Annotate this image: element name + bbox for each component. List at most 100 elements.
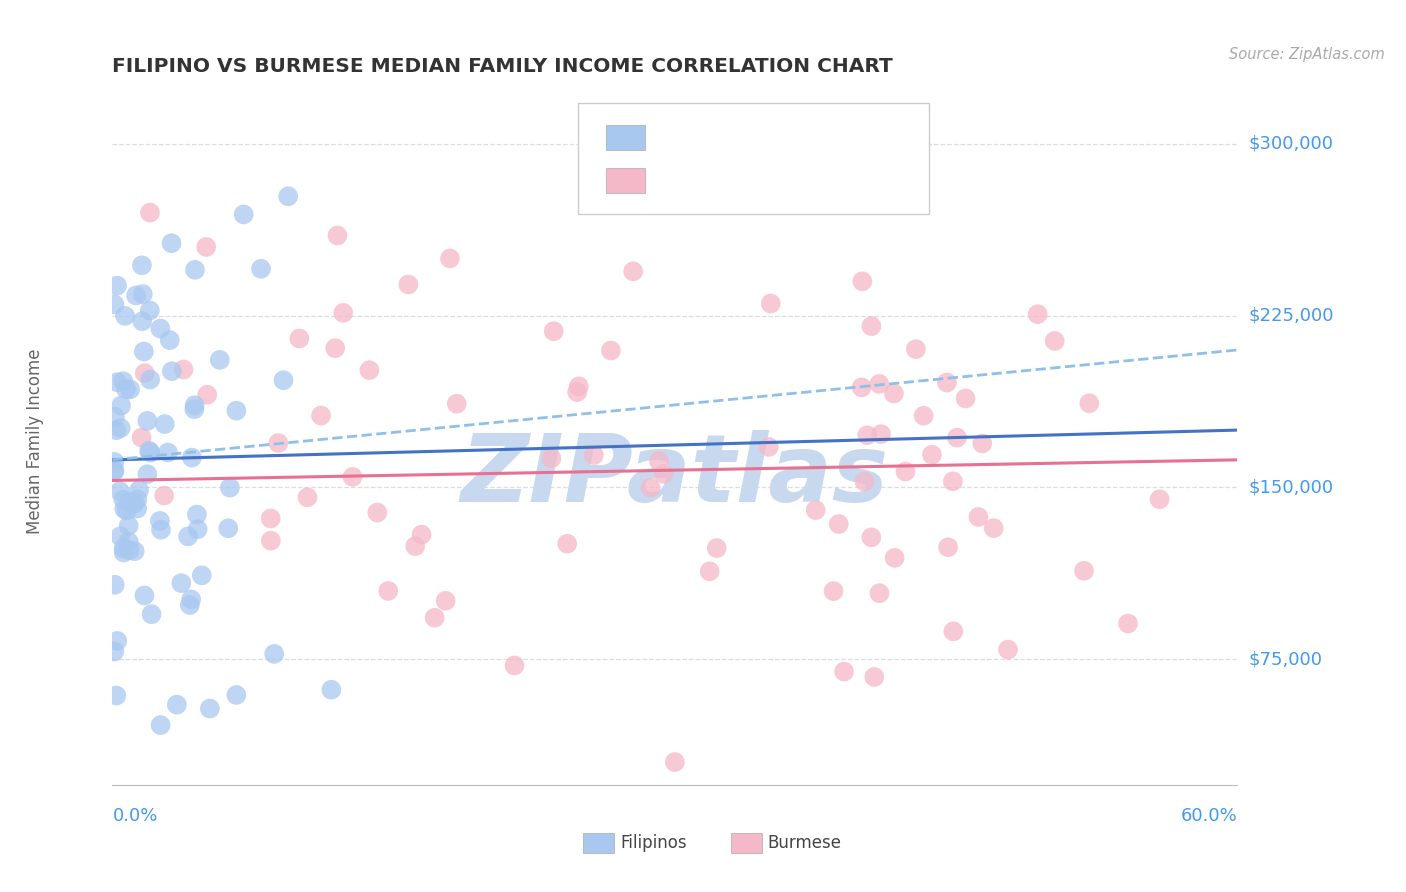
Point	[759, 296, 782, 310]
Point	[621, 264, 644, 278]
Point	[179, 598, 201, 612]
Point	[105, 633, 128, 648]
Point	[195, 240, 218, 254]
Point	[112, 545, 135, 559]
Point	[183, 402, 205, 417]
Point	[153, 417, 176, 431]
Text: Filipinos: Filipinos	[620, 834, 686, 852]
Point	[260, 511, 283, 525]
Point	[640, 481, 662, 495]
Point	[160, 364, 183, 378]
Point	[1043, 334, 1066, 348]
Point	[664, 755, 686, 769]
Point	[260, 533, 283, 548]
Point	[156, 445, 179, 459]
Point	[309, 409, 332, 423]
Point	[110, 399, 132, 413]
Point	[115, 382, 138, 396]
Point	[124, 496, 146, 510]
Point	[219, 481, 242, 495]
Point	[823, 584, 845, 599]
Point	[105, 375, 128, 389]
Point	[894, 465, 917, 479]
Point	[439, 252, 461, 266]
Point	[942, 475, 965, 489]
Point	[503, 658, 526, 673]
Point	[131, 314, 153, 328]
Point	[217, 521, 239, 535]
Text: 60.0%: 60.0%	[1181, 807, 1237, 825]
Point	[868, 376, 890, 391]
Point	[127, 492, 149, 507]
Text: R = 0.036   N = 80: R = 0.036 N = 80	[659, 128, 838, 147]
Point	[359, 363, 381, 377]
Text: $150,000: $150,000	[1249, 478, 1334, 496]
Point	[127, 501, 149, 516]
Point	[139, 373, 162, 387]
Point	[198, 701, 221, 715]
Point	[104, 409, 127, 424]
Point	[997, 642, 1019, 657]
Text: R = 0.082   N = 80: R = 0.082 N = 80	[659, 171, 838, 190]
Point	[103, 297, 125, 311]
Point	[860, 319, 883, 334]
Point	[423, 611, 446, 625]
Point	[118, 534, 141, 549]
Text: 0.0%: 0.0%	[112, 807, 157, 825]
Point	[946, 431, 969, 445]
Point	[851, 380, 873, 394]
Point	[177, 529, 200, 543]
Point	[883, 386, 905, 401]
Point	[105, 423, 128, 437]
Point	[124, 544, 146, 558]
Point	[103, 463, 125, 477]
Point	[118, 383, 141, 397]
Point	[972, 436, 994, 450]
Point	[828, 516, 851, 531]
Point	[104, 578, 127, 592]
Text: Source: ZipAtlas.com: Source: ZipAtlas.com	[1229, 47, 1385, 62]
Point	[1026, 307, 1049, 321]
Point	[321, 682, 343, 697]
Point	[273, 373, 295, 387]
Point	[136, 467, 159, 482]
Point	[184, 263, 207, 277]
Point	[832, 665, 855, 679]
Point	[166, 698, 188, 712]
Point	[936, 540, 959, 554]
Text: Median Family Income: Median Family Income	[27, 349, 44, 534]
Point	[103, 455, 125, 469]
Point	[652, 467, 675, 481]
Point	[110, 421, 132, 435]
Text: ZIPatlas: ZIPatlas	[461, 430, 889, 522]
Point	[112, 502, 135, 516]
Point	[396, 277, 419, 292]
Point	[434, 593, 457, 607]
Point	[332, 306, 354, 320]
Point	[195, 388, 218, 402]
Point	[267, 436, 290, 450]
Point	[411, 527, 433, 541]
Point	[103, 464, 125, 478]
Point	[599, 343, 621, 358]
Point	[110, 529, 132, 543]
Point	[853, 475, 876, 489]
Point	[869, 586, 891, 600]
Point	[568, 379, 591, 393]
Point	[323, 341, 346, 355]
Point	[860, 530, 883, 544]
Point	[159, 333, 181, 347]
Point	[173, 362, 195, 376]
Point	[942, 624, 965, 639]
Point	[149, 514, 172, 528]
Point	[125, 288, 148, 302]
Point	[134, 366, 156, 380]
Point	[108, 484, 131, 499]
Point	[555, 537, 578, 551]
Point	[263, 647, 285, 661]
Point	[141, 607, 163, 622]
Point	[118, 495, 141, 509]
Point	[180, 592, 202, 607]
Point	[870, 427, 893, 442]
Point	[446, 397, 468, 411]
